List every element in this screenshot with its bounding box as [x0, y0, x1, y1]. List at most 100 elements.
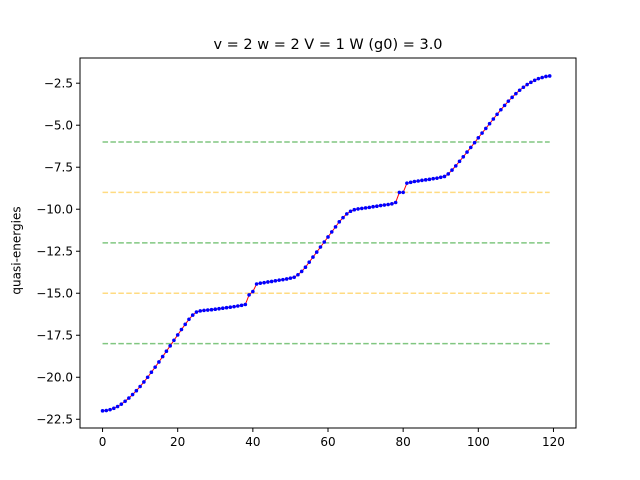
data-point — [427, 177, 432, 182]
data-point — [416, 179, 420, 183]
data-point — [296, 272, 300, 277]
data-point — [341, 215, 345, 220]
data-point — [457, 159, 462, 164]
data-point — [123, 399, 127, 404]
x-tick-label: 60 — [320, 435, 335, 449]
data-point — [435, 176, 439, 180]
data-point — [453, 164, 458, 168]
data-point — [423, 178, 428, 182]
data-point — [484, 126, 488, 131]
data-point — [307, 260, 312, 264]
data-point — [224, 305, 229, 310]
data-point — [510, 95, 514, 100]
data-point — [179, 327, 184, 332]
data-point — [468, 145, 473, 150]
data-point — [314, 250, 319, 254]
data-point — [360, 206, 364, 211]
y-axis-label: quasi-energies — [10, 206, 24, 294]
data-point — [209, 307, 214, 312]
data-point — [100, 409, 105, 413]
data-point — [149, 370, 154, 375]
data-point — [322, 240, 327, 244]
data-point — [236, 304, 240, 308]
data-point — [232, 304, 236, 309]
data-point — [104, 408, 109, 413]
data-point — [164, 349, 169, 354]
data-point — [247, 293, 251, 297]
data-point — [239, 303, 244, 308]
data-point — [472, 140, 477, 145]
data-point — [431, 176, 436, 181]
data-point — [487, 121, 492, 126]
data-point — [145, 375, 150, 380]
data-point — [318, 245, 323, 249]
data-point — [506, 99, 511, 103]
data-point — [153, 365, 157, 369]
data-point — [108, 407, 112, 412]
data-point — [540, 75, 544, 80]
data-point — [168, 344, 172, 348]
data-point — [311, 255, 315, 259]
data-point — [348, 209, 353, 214]
data-point — [292, 275, 296, 280]
data-point — [251, 289, 255, 294]
data-point — [127, 396, 131, 400]
data-point — [337, 220, 342, 224]
data-point — [390, 202, 394, 206]
y-tick-label: −10.0 — [36, 202, 73, 216]
data-point — [183, 322, 188, 327]
data-point — [371, 204, 375, 209]
data-point — [329, 230, 334, 234]
data-point — [514, 91, 518, 96]
data-point — [175, 333, 180, 337]
data-point — [262, 280, 266, 285]
data-point — [269, 279, 274, 284]
data-point — [303, 265, 308, 270]
data-point — [382, 203, 387, 207]
data-point — [333, 225, 338, 229]
data-point — [138, 384, 142, 389]
y-tick-label: −12.5 — [36, 244, 73, 258]
data-point — [288, 276, 293, 280]
data-point — [476, 136, 481, 140]
data-point — [115, 404, 120, 409]
data-point — [281, 277, 285, 282]
data-point — [352, 207, 357, 212]
data-point — [544, 74, 548, 79]
data-point — [258, 281, 263, 285]
data-point — [547, 74, 552, 78]
data-point — [190, 313, 195, 317]
data-point — [277, 278, 281, 282]
data-point — [142, 380, 146, 384]
data-point — [397, 190, 402, 195]
data-point — [112, 406, 116, 411]
x-tick-label: 80 — [396, 435, 411, 449]
data-point — [344, 212, 349, 216]
y-tick-label: −15.0 — [36, 286, 73, 300]
data-point — [420, 178, 424, 183]
y-tick-label: −2.5 — [44, 76, 73, 90]
data-point — [284, 277, 289, 281]
data-point — [480, 131, 484, 135]
data-point — [194, 310, 199, 314]
x-tick-label: 0 — [99, 435, 107, 449]
data-point — [393, 200, 398, 205]
data-point — [525, 82, 529, 87]
data-point — [446, 172, 451, 176]
data-point — [243, 302, 248, 307]
data-point — [529, 80, 533, 85]
data-point — [461, 155, 466, 159]
data-point — [499, 107, 503, 112]
data-point — [465, 150, 469, 154]
data-point — [299, 269, 304, 274]
data-point — [536, 76, 541, 81]
x-tick-label: 40 — [245, 435, 260, 449]
y-tick-label: −17.5 — [36, 328, 73, 342]
data-point — [438, 175, 443, 180]
data-point — [532, 78, 537, 83]
data-point — [386, 202, 390, 207]
data-point — [254, 282, 259, 286]
data-point — [495, 112, 499, 117]
data-point — [517, 88, 522, 93]
data-point — [266, 280, 270, 284]
